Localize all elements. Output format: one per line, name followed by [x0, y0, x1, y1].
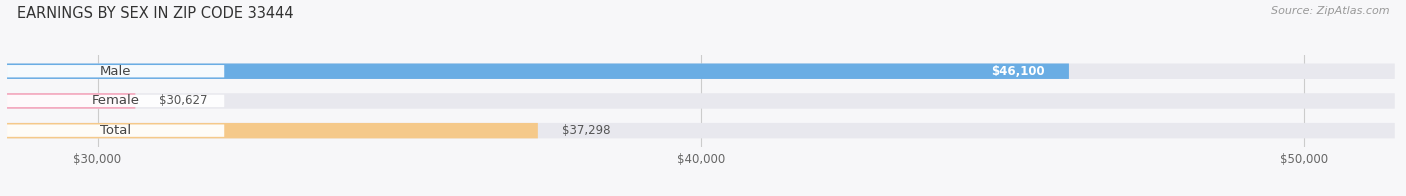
Text: EARNINGS BY SEX IN ZIP CODE 33444: EARNINGS BY SEX IN ZIP CODE 33444 — [17, 6, 294, 21]
FancyBboxPatch shape — [7, 65, 224, 77]
FancyBboxPatch shape — [7, 64, 1395, 79]
FancyBboxPatch shape — [7, 123, 1395, 138]
FancyBboxPatch shape — [7, 95, 224, 107]
Text: $30,627: $30,627 — [159, 94, 208, 107]
FancyBboxPatch shape — [7, 124, 224, 137]
Text: Female: Female — [91, 94, 139, 107]
FancyBboxPatch shape — [7, 93, 1395, 109]
Text: $37,298: $37,298 — [562, 124, 610, 137]
FancyBboxPatch shape — [7, 64, 1069, 79]
FancyBboxPatch shape — [7, 93, 135, 109]
Text: $46,100: $46,100 — [991, 65, 1045, 78]
FancyBboxPatch shape — [7, 123, 538, 138]
Text: Total: Total — [100, 124, 131, 137]
Text: Source: ZipAtlas.com: Source: ZipAtlas.com — [1271, 6, 1389, 16]
Text: Male: Male — [100, 65, 131, 78]
